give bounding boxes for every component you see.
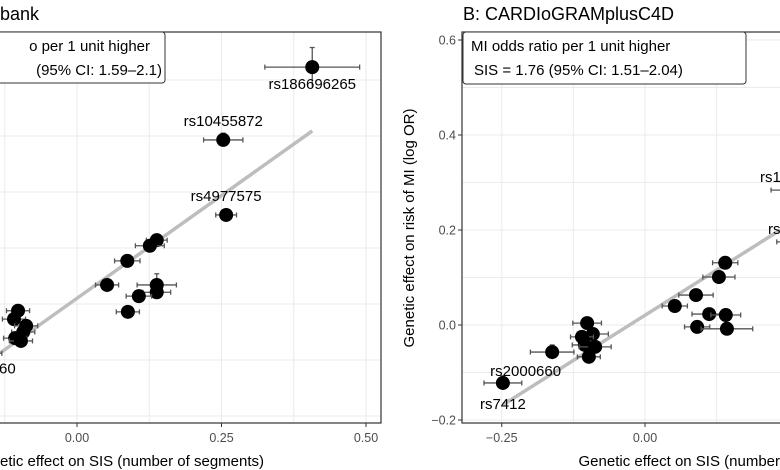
data-point	[6, 312, 21, 327]
y-tick-label: 0.6	[439, 34, 456, 48]
annotation-box	[462, 31, 747, 85]
y-tick-label: 0.0	[439, 319, 456, 333]
annotation-line: (95% CI: 1.59–2.1)	[36, 62, 162, 79]
point-label: rs10455872	[184, 113, 263, 130]
fit-line	[501, 228, 780, 407]
data-point	[690, 319, 705, 334]
data-point	[495, 375, 510, 390]
point-label: rs186696265	[268, 76, 356, 93]
data-point	[718, 308, 733, 323]
point-label: rs1	[760, 169, 780, 186]
x-axis-title: Genetic effect on SIS (number	[579, 453, 780, 470]
y-tick-label: 0.2	[439, 224, 456, 238]
data-point	[100, 277, 115, 292]
data-point	[667, 299, 682, 313]
annotation-line: SIS = 1.76 (95% CI: 1.51–2.04)	[474, 62, 683, 79]
point-label: rs7412	[480, 396, 526, 413]
point-label: rs2000660	[490, 363, 561, 380]
annotation-line: MI odds ratio per 1 unit higher	[471, 38, 670, 55]
data-point	[688, 288, 703, 303]
point-label: 60	[0, 360, 16, 377]
data-point	[702, 307, 717, 322]
data-point	[149, 285, 164, 300]
y-axis-title: Genetic effect on risk of MI (log OR)	[401, 109, 418, 348]
data-point	[588, 339, 603, 354]
data-point	[545, 345, 560, 360]
data-point	[131, 289, 146, 304]
point-label: rs	[768, 221, 780, 238]
x-tick-label: 0.50	[354, 431, 378, 445]
annotation-line: o per 1 unit higher	[29, 38, 150, 55]
panel-title: B: CARDIoGRAMplusC4D	[463, 4, 674, 24]
data-point	[13, 333, 28, 348]
panel-b: rs2000660rs7412rs1rs−0.250.000−0.20.00.2…	[401, 4, 780, 470]
data-point	[120, 253, 135, 268]
data-point	[305, 60, 320, 75]
data-point	[142, 238, 157, 253]
panel-a: rs186696265 rs10455872 rs4977575 60 0.00 0.25…	[0, 4, 382, 470]
x-tick-label: 0.00	[633, 431, 657, 445]
data-point	[718, 255, 733, 270]
data-point	[219, 207, 234, 222]
point-label: rs4977575	[191, 188, 262, 205]
annotation-box	[0, 31, 166, 84]
x-tick-label: 0.25	[209, 431, 233, 445]
data-point	[711, 270, 726, 285]
x-tick-label: 0.00	[65, 431, 89, 445]
data-point	[581, 349, 596, 364]
data-point	[580, 316, 595, 331]
data-point	[719, 321, 734, 336]
y-tick-label: −0.2	[431, 414, 456, 428]
y-tick-label: 0.4	[439, 129, 456, 143]
x-axis-title: etic effect on SIS (number of segments)	[0, 453, 264, 470]
data-point	[120, 304, 135, 319]
x-tick-label: −0.25	[486, 431, 518, 445]
panel-title: bank	[0, 4, 40, 24]
data-point	[216, 132, 231, 147]
